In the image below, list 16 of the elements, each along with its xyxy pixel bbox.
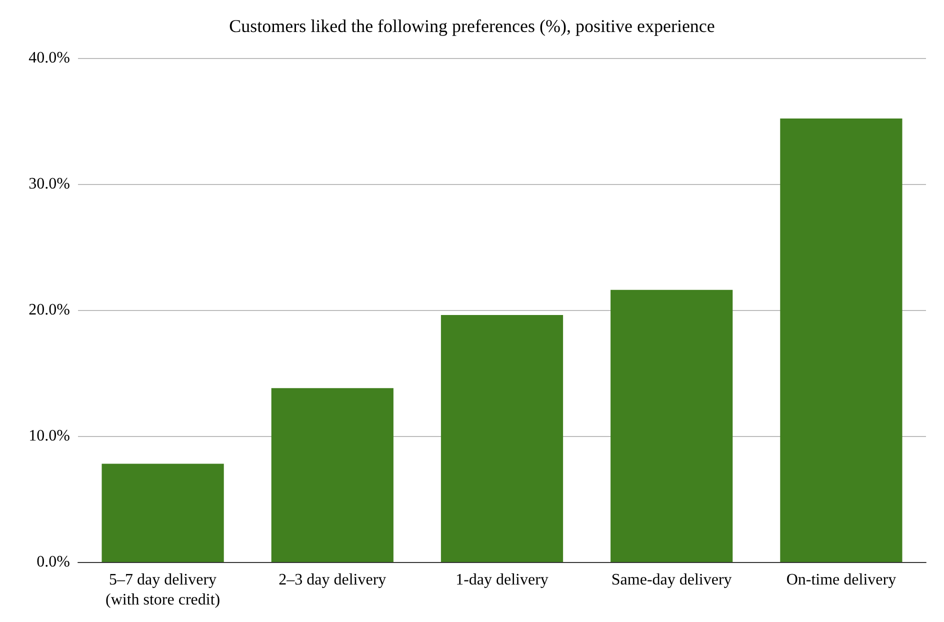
bar [102,464,224,562]
bar [440,315,564,562]
y-tick-label: 10.0% [28,428,70,444]
x-tick-label: Same-day delivery [611,572,732,588]
bar [271,388,394,562]
bar [780,118,902,562]
y-tick-label: 0.0% [36,554,70,570]
y-tick-label: 40.0% [28,50,70,66]
x-tick-label: On-time delivery [786,572,896,588]
chart-title: Customers liked the following preferences (%), positive experience [229,16,715,36]
y-tick-label: 20.0% [28,302,70,318]
y-tick-label: 30.0% [28,176,70,192]
x-tick-label: 1-day delivery [456,572,548,588]
x-tick-label: 5–7 day delivery (with store credit) [105,572,220,608]
bar [610,290,733,562]
x-tick-label: 2–3 day delivery [278,572,386,588]
